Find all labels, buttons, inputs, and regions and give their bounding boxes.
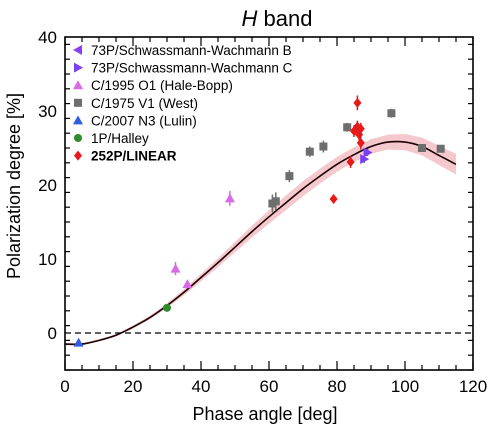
legend-marker-3 <box>74 98 82 107</box>
legend-label-6: 252P/LINEAR <box>91 149 177 164</box>
x-tick-label: 20 <box>124 377 143 396</box>
plot-content <box>65 95 473 347</box>
legend: 73P/Schwassmann-Wachmann B 73P/Schwassman… <box>73 43 293 164</box>
legend-label-1: 73P/Schwassmann-Wachmann C <box>91 61 293 76</box>
series-6 <box>329 95 365 205</box>
legend-label-3: C/1975 V1 (West) <box>91 96 198 111</box>
data-point <box>182 279 193 289</box>
y-tick-label: 40 <box>38 28 57 47</box>
series-1 <box>360 147 373 165</box>
model-curve <box>65 140 457 346</box>
y-tick-label: 30 <box>38 102 57 121</box>
legend-marker-6 <box>74 150 82 161</box>
model-uncertainty-band <box>65 133 456 346</box>
x-tick-label: 100 <box>391 377 419 396</box>
legend-label-2: C/1995 O1 (Hale-Bopp) <box>91 78 233 93</box>
data-point <box>319 142 328 151</box>
data-point <box>73 337 84 347</box>
data-point <box>329 194 338 205</box>
data-point <box>170 263 181 273</box>
data-point <box>350 125 358 136</box>
axes: 0 20 40 60 80 100 120 0 10 20 30 40 <box>38 28 487 396</box>
y-tick-label: 20 <box>38 176 57 195</box>
x-tick-label: 0 <box>60 377 69 396</box>
data-point <box>387 109 396 118</box>
data-point <box>360 154 370 165</box>
data-point <box>356 137 365 148</box>
data-point <box>271 197 280 206</box>
plot-area <box>65 95 473 347</box>
series-4 <box>73 337 84 347</box>
chart-title: H band <box>242 6 313 31</box>
legend-label-5: 1P/Halley <box>91 131 149 146</box>
y-tick-label: 10 <box>38 250 57 269</box>
legend-marker-4 <box>73 115 83 125</box>
legend-label-4: C/2007 N3 (Lulin) <box>91 113 197 128</box>
data-point <box>418 144 426 152</box>
x-tick-label: 60 <box>260 377 279 396</box>
data-point <box>343 123 352 132</box>
data-point <box>305 147 314 156</box>
legend-label-0: 73P/Schwassmann-Wachmann B <box>91 43 292 58</box>
legend-marker-1 <box>74 62 83 73</box>
data-point <box>346 157 355 168</box>
title-italic: H <box>242 6 258 31</box>
x-tick-label: 120 <box>459 377 487 396</box>
data-point <box>285 172 294 181</box>
data-point <box>436 144 445 153</box>
x-tick-label: 40 <box>192 377 211 396</box>
data-point <box>356 123 365 134</box>
data-point <box>163 303 171 312</box>
legend-marker-5 <box>74 134 82 142</box>
legend-marker-0 <box>73 45 82 55</box>
title-rest: band <box>257 6 312 31</box>
data-point <box>224 193 235 203</box>
x-axis-label: Phase angle [deg] <box>192 404 337 424</box>
series-5 <box>163 303 171 312</box>
series-2 <box>170 190 235 289</box>
x-tick-label: 80 <box>328 377 347 396</box>
y-tick-label: 0 <box>48 324 57 343</box>
legend-marker-2 <box>73 80 83 90</box>
y-axis-label: Polarization degree [%] <box>4 93 24 279</box>
series-3 <box>268 108 445 213</box>
data-point <box>353 97 362 108</box>
data-point <box>363 147 373 158</box>
